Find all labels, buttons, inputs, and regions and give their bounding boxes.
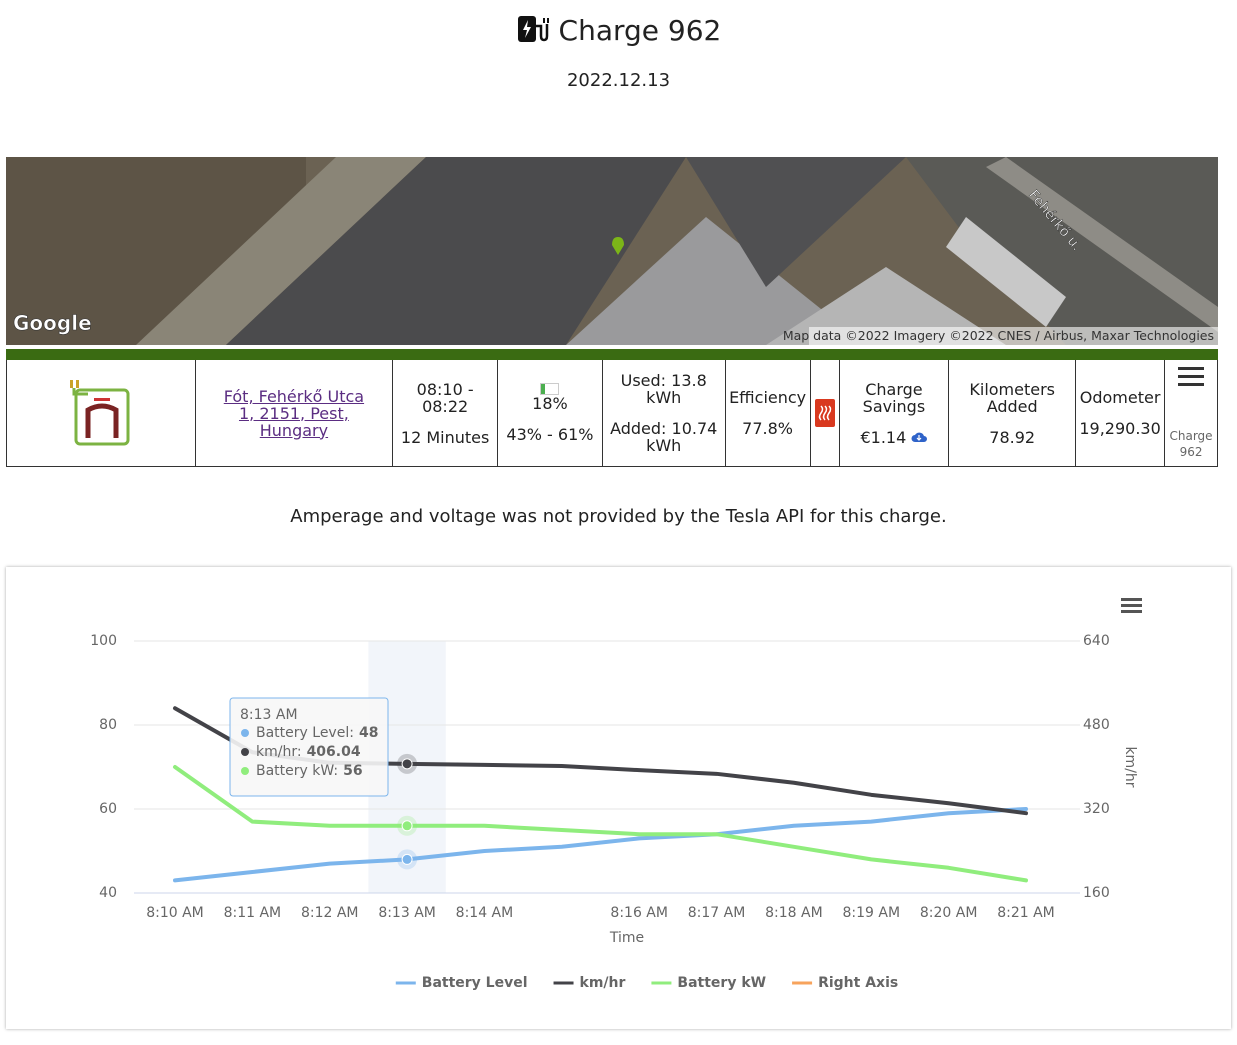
- map-attribution: Map data ©2022 Imagery ©2022 CNES / Airb…: [783, 328, 1214, 343]
- summary-table: Fót, Fehérkő Utca 1, 2151, Pest, Hungary…: [6, 360, 1218, 467]
- energy-cell: Used: 13.8 kWh Added: 10.74 kWh: [603, 360, 726, 466]
- battery-cell: 18% 43% - 61%: [498, 360, 603, 466]
- tooltip: 8:13 AM Battery Level: 48 km/hr: 406.04 Batte…: [229, 697, 389, 797]
- tesla-icon: [69, 380, 130, 446]
- odometer-label: Odometer: [1079, 388, 1161, 407]
- km-label: Kilometers Added: [969, 379, 1056, 416]
- odometer-cell: Odometer 19,290.30: [1076, 360, 1166, 466]
- legend-label: Battery Level: [422, 975, 528, 991]
- tooltip-dot: [241, 729, 249, 737]
- efficiency: 77.8%: [742, 419, 793, 438]
- tooltip-label: Battery Level:: [256, 725, 354, 741]
- tooltip-dot: [241, 767, 249, 775]
- tooltip-label: km/hr:: [256, 744, 302, 760]
- y2-tick-label: 320: [1083, 801, 1110, 817]
- tooltip-row: Battery kW: 56: [256, 763, 363, 779]
- legend-item: Battery Level: [395, 975, 528, 991]
- tooltip-title: 8:13 AM: [240, 707, 298, 723]
- menu-icon[interactable]: [1178, 366, 1205, 388]
- time-range: 08:10 - 08:22: [416, 379, 474, 416]
- menu-cell: Charge 962: [1165, 360, 1217, 466]
- series-line: [173, 807, 1028, 883]
- hover-point: [401, 853, 413, 865]
- battery-range: 43% - 61%: [506, 425, 594, 444]
- x-tick-label: 8:10 AM: [146, 905, 204, 921]
- time-cell: 08:10 - 08:22 12 Minutes: [393, 360, 499, 466]
- title: Charge 962: [558, 14, 722, 47]
- legend-item: km/hr: [553, 975, 626, 991]
- x-tick-label: 8:11 AM: [224, 905, 282, 921]
- y-tick-label: 60: [99, 801, 117, 817]
- hover-point: [401, 820, 413, 832]
- km: 78.92: [989, 427, 1036, 447]
- cloud-icon: [911, 432, 928, 442]
- added: Added: 10.74 kWh: [610, 419, 718, 455]
- legend: Battery Level km/hr Battery kW Right Axis: [395, 975, 898, 991]
- x-axis-title: Time: [609, 930, 644, 946]
- chart-container: 40 60 80 100 160 320 480 640 8:10 AM 8:11 AM 8:12 …: [6, 567, 1231, 1029]
- y-tick-label: 40: [99, 885, 117, 901]
- legend-label: Battery kW: [677, 975, 766, 991]
- tooltip-dot: [241, 748, 249, 756]
- x-tick-label: 8:16 AM: [610, 905, 668, 921]
- battery-icon: [539, 383, 559, 395]
- green-bar: [6, 349, 1218, 360]
- heater-cell: [811, 360, 840, 466]
- duration: 12 Minutes: [400, 427, 490, 447]
- legend-item: Right Axis: [792, 975, 898, 991]
- x-tick-label: 8:18 AM: [765, 905, 823, 921]
- address-cell: Fót, Fehérkő Utca 1, 2151, Pest, Hungary: [196, 360, 394, 466]
- heater-icon: [814, 399, 835, 427]
- x-tick-label: 8:14 AM: [456, 905, 514, 921]
- x-tick-label: 8:12 AM: [301, 905, 359, 921]
- map-logo: Google: [13, 311, 92, 335]
- x-tick-label: 8:13 AM: [378, 905, 436, 921]
- y2-axis-title: km/hr: [1122, 746, 1138, 787]
- km-cell: Kilometers Added 78.92: [949, 360, 1077, 466]
- y-tick-label: 80: [99, 717, 117, 733]
- used: Used: 13.8 kWh: [620, 371, 707, 407]
- tooltip-value: 406.04: [307, 744, 361, 760]
- tooltip-value: 48: [359, 725, 378, 741]
- tooltip-label: Battery kW:: [256, 763, 338, 779]
- savings-cell: Charge Savings €1.14: [840, 360, 950, 466]
- efficiency-label: Efficiency: [729, 388, 807, 407]
- savings: €1.14: [860, 427, 907, 447]
- y2-tick-label: 160: [1083, 885, 1110, 901]
- legend-label: Right Axis: [818, 975, 898, 991]
- chart: 40 60 80 100 160 320 480 640 8:10 AM 8:11 AM 8:12 …: [90, 598, 1142, 991]
- map: Google Map data ©2022 Imagery ©2022 CNES…: [6, 157, 1218, 345]
- plug-cell: [7, 360, 196, 466]
- menu-caption: Charge 962: [1169, 429, 1213, 459]
- y2-tick-label: 480: [1083, 717, 1110, 733]
- note: Amperage and voltage was not provided by…: [290, 506, 947, 527]
- battery-now: 18%: [532, 394, 568, 413]
- hover-point: [401, 758, 413, 770]
- x-tick-label: 8:17 AM: [688, 905, 746, 921]
- date: 2022.12.13: [566, 70, 671, 91]
- tooltip-row: km/hr: 406.04: [256, 744, 361, 760]
- y-tick-label: 100: [90, 633, 117, 649]
- savings-label: Charge Savings: [862, 379, 926, 416]
- x-tick-label: 8:19 AM: [842, 905, 900, 921]
- x-tick-label: 8:21 AM: [997, 905, 1055, 921]
- odometer: 19,290.30: [1079, 419, 1161, 438]
- x-tick-label: 8:20 AM: [920, 905, 978, 921]
- address-link[interactable]: Fót, Fehérkő Utca 1, 2151, Pest, Hungary: [223, 386, 365, 440]
- tooltip-row: Battery Level: 48: [256, 725, 378, 741]
- efficiency-cell: Efficiency 77.8%: [726, 360, 811, 466]
- charger-icon: [517, 16, 549, 42]
- legend-item: Battery kW: [651, 975, 766, 991]
- tooltip-value: 56: [343, 763, 362, 779]
- tooltip-box: [229, 697, 389, 797]
- y2-tick-label: 640: [1083, 633, 1110, 649]
- series-line: [173, 765, 1028, 883]
- legend-label: km/hr: [580, 975, 626, 991]
- header: Charge 962: [0, 14, 1237, 47]
